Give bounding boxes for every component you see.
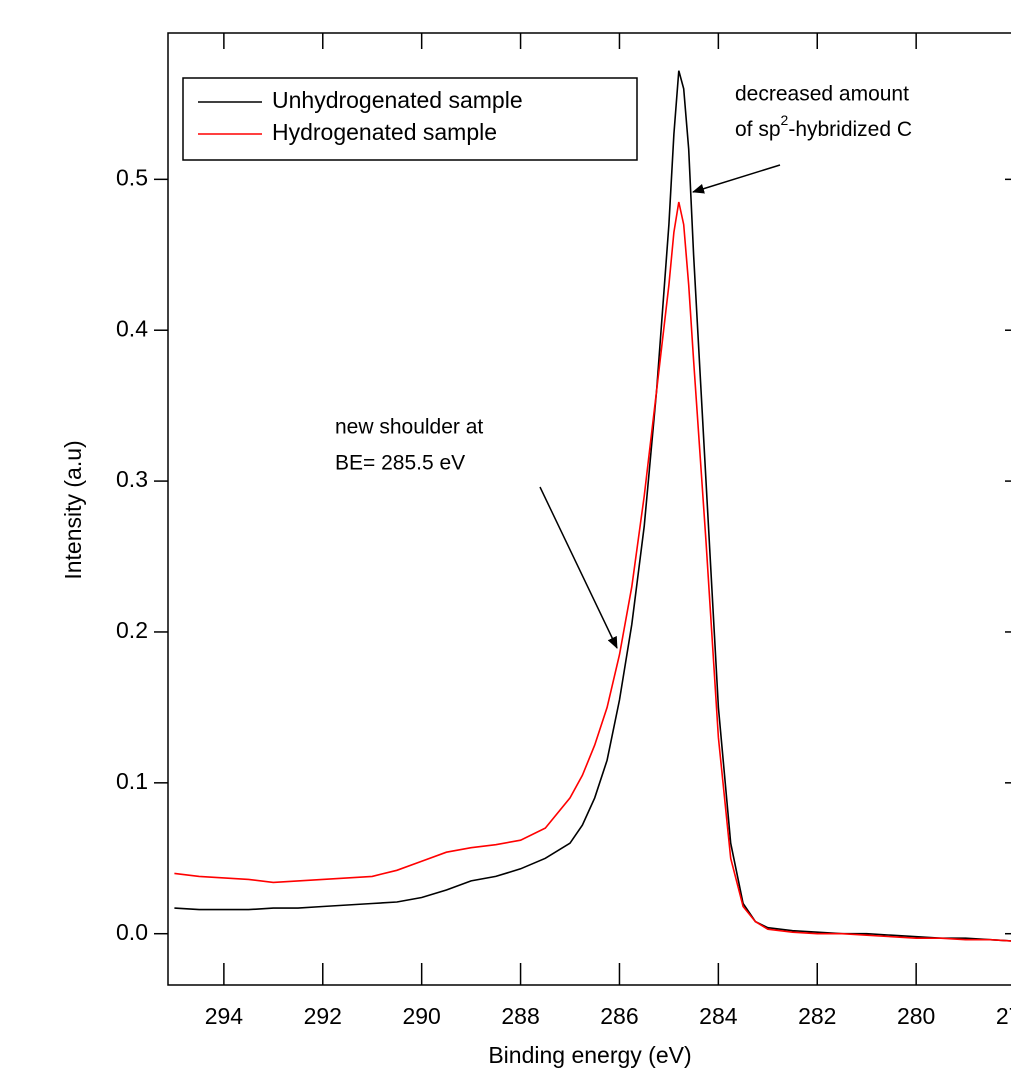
annotation: decreased amount <box>735 83 909 106</box>
legend-label: Unhydrogenated sample <box>272 87 523 113</box>
y-axis-label: Intensity (a.u) <box>60 440 86 579</box>
x-tick-label: 294 <box>205 1003 244 1029</box>
y-tick-label: 0.4 <box>116 315 148 341</box>
series-line <box>174 201 1011 942</box>
y-tick-label: 0.2 <box>116 617 148 643</box>
x-tick-label: 288 <box>501 1003 539 1029</box>
x-axis-label: Binding energy (eV) <box>488 1042 691 1068</box>
x-tick-label: 290 <box>402 1003 440 1029</box>
x-tick-label: 286 <box>600 1003 638 1029</box>
annotation: new shoulder at <box>335 416 483 439</box>
y-tick-label: 0.1 <box>116 768 148 794</box>
plot-frame <box>167 32 1011 986</box>
x-tick-label: 282 <box>798 1003 836 1029</box>
legend-label: Hydrogenated sample <box>272 119 497 145</box>
y-tick-label: 0.5 <box>116 164 148 190</box>
x-tick-label: 292 <box>304 1003 342 1029</box>
x-tick-label: 280 <box>897 1003 935 1029</box>
series-line <box>174 70 1011 942</box>
legend-box <box>182 77 638 161</box>
x-tick-label: 284 <box>699 1003 738 1029</box>
annotation-arrow <box>692 164 781 194</box>
annotation: of sp2-hybridized C <box>735 112 912 141</box>
annotation: BE= 285.5 eV <box>335 452 465 475</box>
y-tick-label: 0.0 <box>116 919 148 945</box>
annotation-arrow <box>539 486 618 649</box>
x-tick-label: 278 <box>996 1003 1011 1029</box>
y-tick-label: 0.3 <box>116 466 148 492</box>
